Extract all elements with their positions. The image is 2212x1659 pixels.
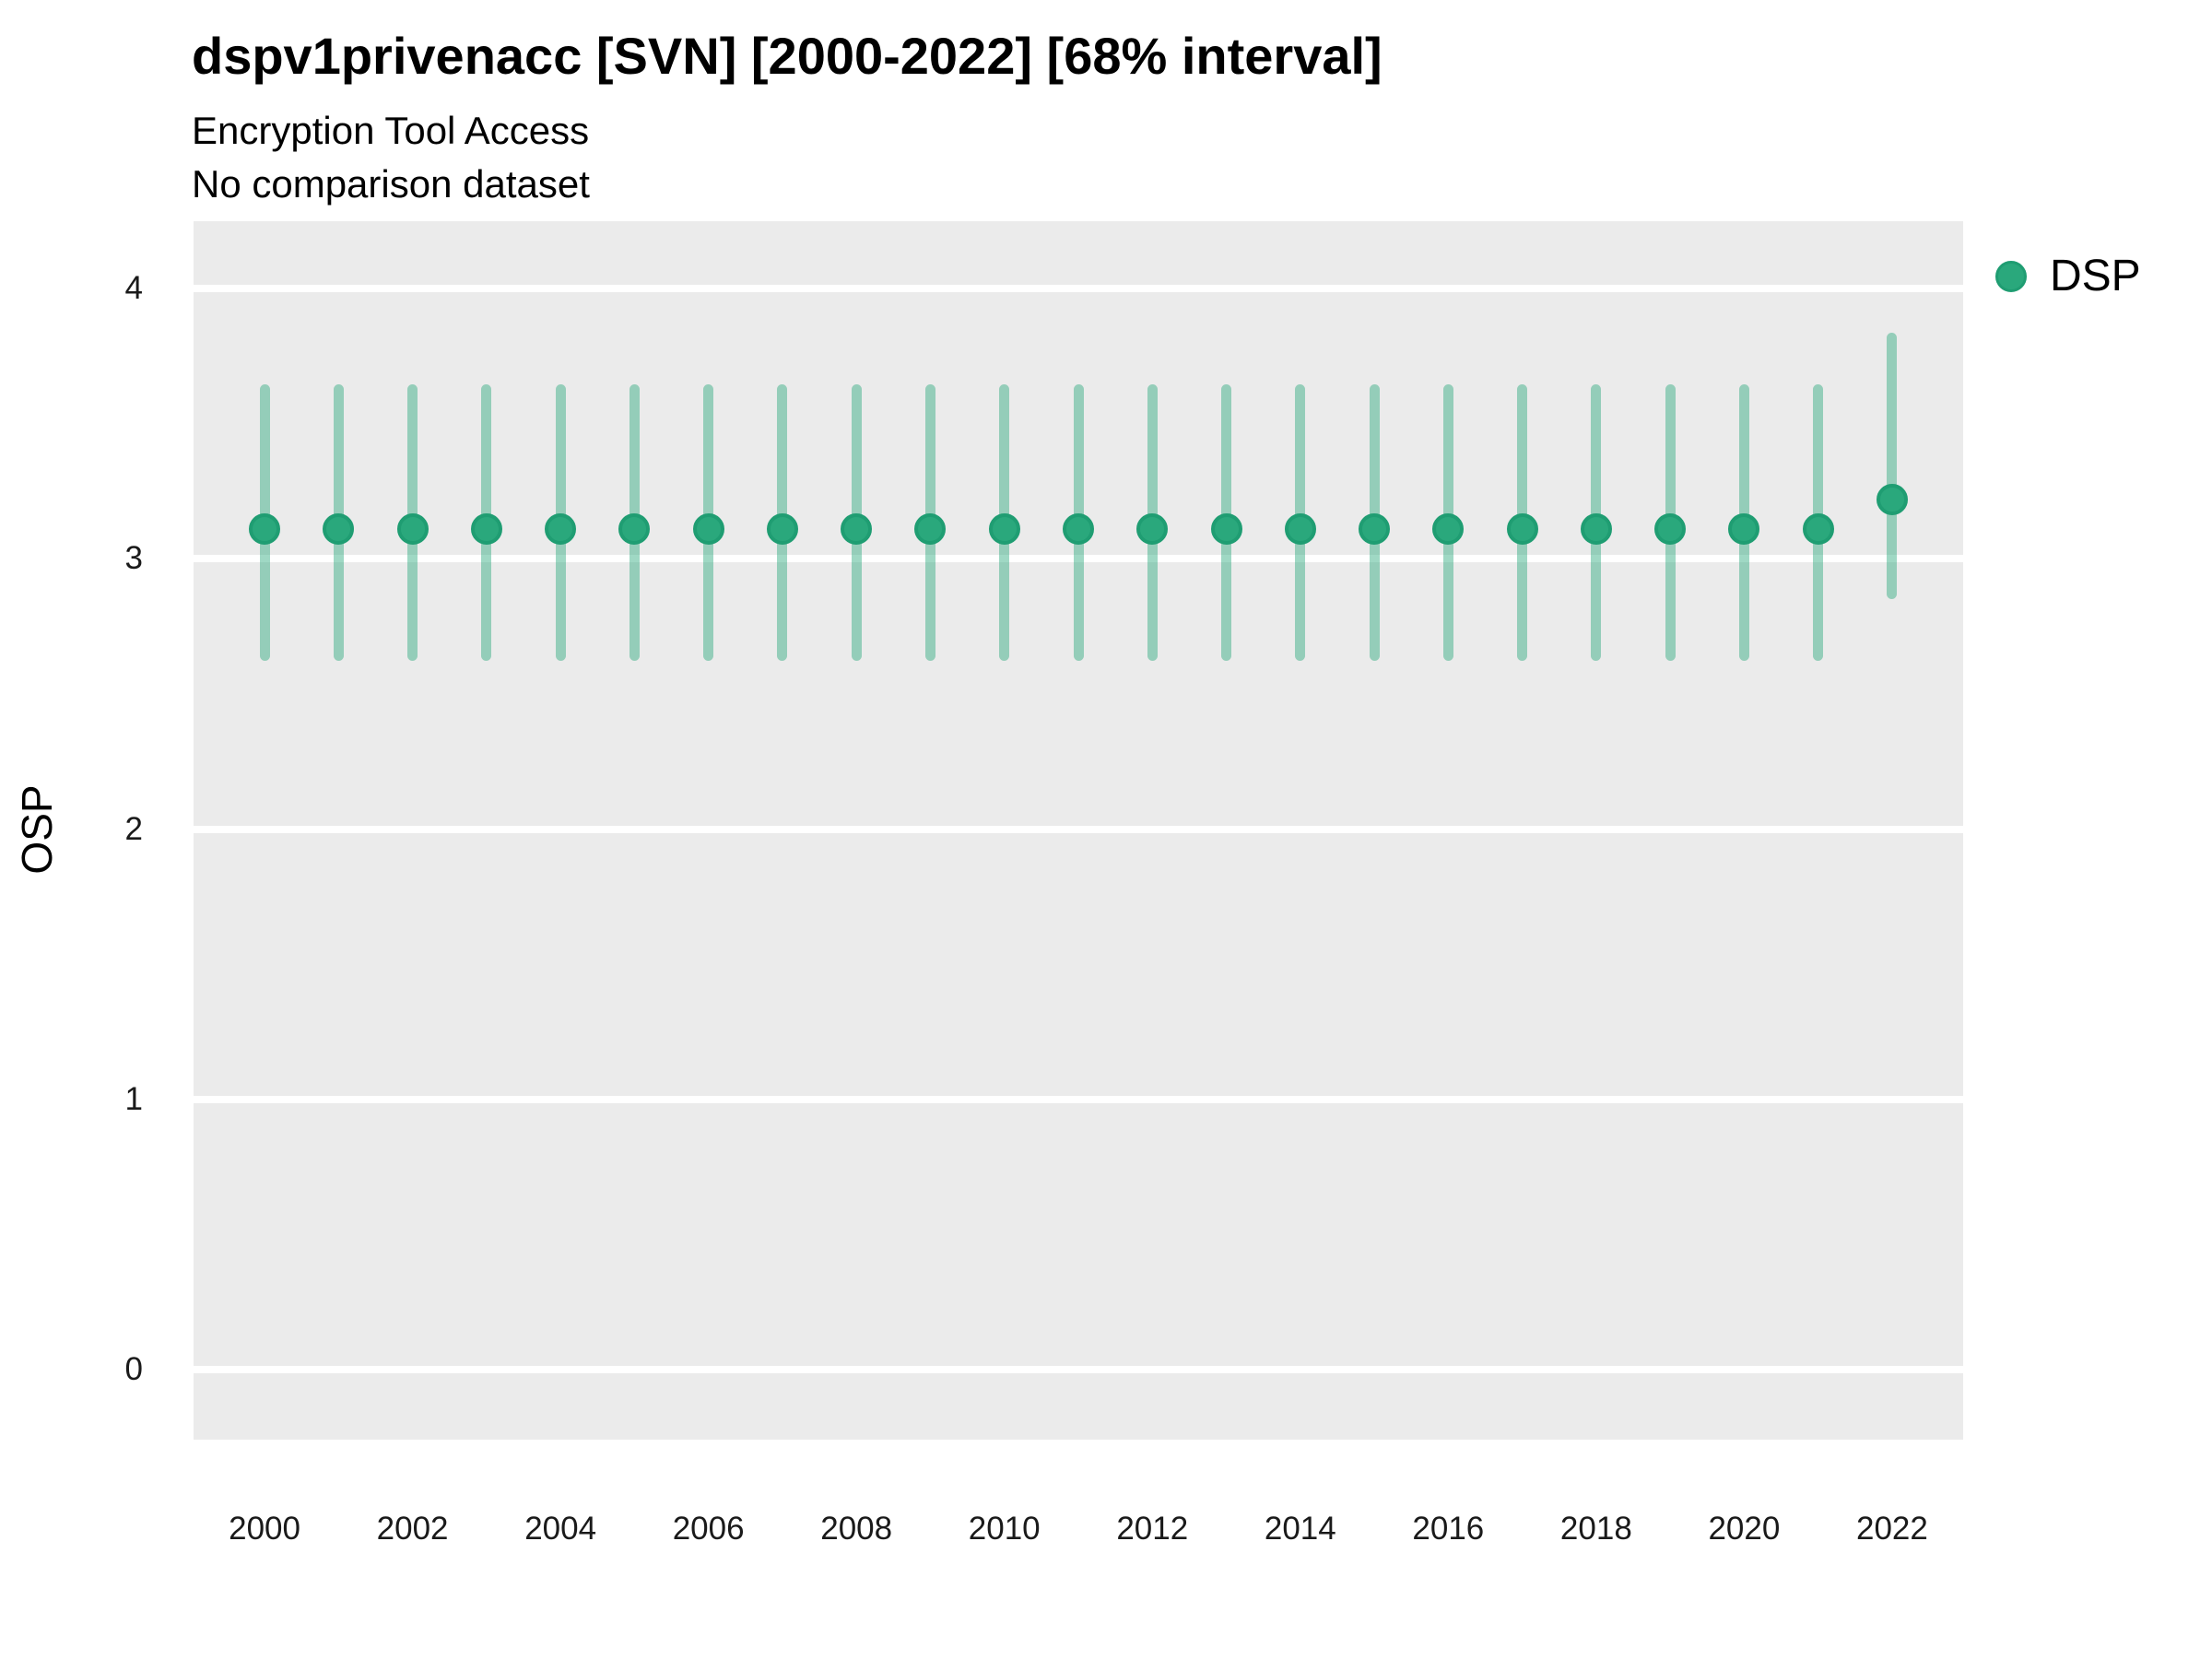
data-point-2005	[618, 513, 651, 546]
x-tick-label: 2012	[1116, 1511, 1189, 1547]
data-point-2017	[1506, 513, 1538, 546]
data-point-2020	[1728, 513, 1760, 546]
x-tick-label: 2022	[1856, 1511, 1928, 1547]
data-point-2019	[1654, 513, 1687, 546]
x-tick-label: 2016	[1412, 1511, 1485, 1547]
x-tick-label: 2020	[1708, 1511, 1781, 1547]
x-tick-label: 2004	[524, 1511, 597, 1547]
data-point-2002	[396, 513, 429, 546]
gridline-y-3	[194, 555, 1963, 563]
gridline-y-4	[194, 285, 1963, 293]
data-point-2021	[1802, 513, 1834, 546]
data-point-2018	[1580, 513, 1612, 546]
x-tick-label: 2000	[229, 1511, 300, 1547]
gridline-y-1	[194, 1095, 1963, 1103]
data-point-2003	[470, 513, 502, 546]
data-point-2016	[1432, 513, 1465, 546]
y-tick-label: 0	[124, 1350, 143, 1387]
plot-panel	[194, 221, 1963, 1440]
x-tick-label: 2008	[820, 1511, 893, 1547]
data-point-2007	[766, 513, 798, 546]
comparison-note: No comparison dataset	[192, 162, 590, 206]
gridline-y-0	[194, 1365, 1963, 1373]
y-tick-label: 1	[124, 1080, 143, 1117]
x-tick-label: 2014	[1264, 1511, 1336, 1547]
y-tick-label: 2	[124, 810, 143, 847]
data-point-2022	[1876, 483, 1908, 515]
legend-marker-dsp	[1995, 261, 2027, 292]
gridline-y-2	[194, 825, 1963, 833]
x-tick-label: 2006	[672, 1511, 745, 1547]
data-point-2009	[914, 513, 947, 546]
y-tick-label: 3	[124, 540, 143, 577]
data-point-2010	[988, 513, 1020, 546]
data-point-2006	[692, 513, 724, 546]
data-point-2014	[1284, 513, 1316, 546]
data-point-2012	[1136, 513, 1169, 546]
legend-label-dsp: DSP	[2050, 252, 2141, 300]
data-point-2008	[841, 513, 873, 546]
data-point-2013	[1210, 513, 1242, 546]
y-tick-label: 4	[124, 270, 143, 307]
x-tick-label: 2010	[968, 1511, 1041, 1547]
data-point-2004	[545, 513, 577, 546]
chart-subtitle: Encryption Tool Access	[192, 109, 590, 152]
x-tick-label: 2018	[1559, 1511, 1632, 1547]
data-point-2015	[1359, 513, 1391, 546]
data-point-2011	[1063, 513, 1094, 546]
chart-title: dspv1privenacc [SVN] [2000-2022] [68% in…	[192, 27, 1382, 85]
data-point-2001	[323, 513, 355, 546]
x-tick-label: 2002	[376, 1511, 449, 1547]
data-point-2000	[249, 513, 281, 546]
interval-bar-2022	[1887, 333, 1898, 599]
